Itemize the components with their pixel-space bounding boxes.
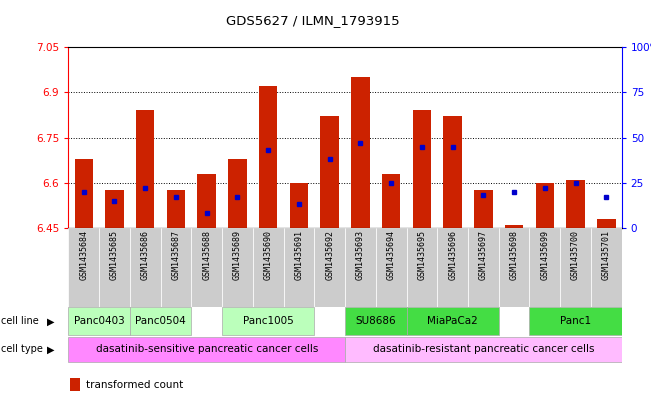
Bar — [591, 228, 622, 307]
Bar — [167, 190, 185, 228]
Text: ▶: ▶ — [47, 344, 55, 354]
Text: GSM1435689: GSM1435689 — [233, 230, 242, 280]
Bar — [314, 228, 345, 307]
Text: GSM1435697: GSM1435697 — [479, 230, 488, 280]
Bar — [320, 116, 339, 228]
Text: GSM1435685: GSM1435685 — [110, 230, 119, 280]
Text: GSM1435694: GSM1435694 — [387, 230, 396, 280]
Text: dasatinib-sensitive pancreatic cancer cells: dasatinib-sensitive pancreatic cancer ce… — [96, 344, 318, 354]
Bar — [197, 174, 216, 228]
Bar — [561, 228, 591, 307]
Bar — [505, 225, 523, 228]
Text: GSM1435696: GSM1435696 — [448, 230, 457, 280]
Bar — [499, 228, 529, 307]
Bar — [382, 174, 400, 228]
Bar — [68, 228, 99, 307]
Bar — [351, 77, 370, 228]
Text: GSM1435699: GSM1435699 — [540, 230, 549, 280]
Bar — [68, 307, 130, 336]
Bar — [413, 110, 431, 228]
Bar — [566, 180, 585, 228]
Bar — [290, 183, 308, 228]
Bar — [130, 228, 161, 307]
Bar — [345, 307, 406, 336]
Text: GSM1435698: GSM1435698 — [510, 230, 519, 280]
Bar — [468, 228, 499, 307]
Bar — [536, 183, 554, 228]
Text: Panc0403: Panc0403 — [74, 316, 124, 326]
Text: ▶: ▶ — [47, 316, 55, 326]
Text: Panc0504: Panc0504 — [135, 316, 186, 326]
Text: SU8686: SU8686 — [355, 316, 396, 326]
Bar — [70, 378, 79, 391]
Text: MiaPaCa2: MiaPaCa2 — [427, 316, 478, 326]
Bar — [105, 190, 124, 228]
Text: GSM1435700: GSM1435700 — [571, 230, 580, 280]
Text: GSM1435690: GSM1435690 — [264, 230, 273, 280]
Bar — [345, 336, 622, 362]
Bar — [222, 307, 314, 336]
Text: GSM1435687: GSM1435687 — [171, 230, 180, 280]
Text: GSM1435692: GSM1435692 — [325, 230, 334, 280]
Bar — [222, 228, 253, 307]
Bar — [406, 307, 499, 336]
Bar — [406, 228, 437, 307]
Bar — [191, 228, 222, 307]
Text: GSM1435688: GSM1435688 — [202, 230, 211, 280]
Text: GSM1435701: GSM1435701 — [602, 230, 611, 280]
Text: GSM1435693: GSM1435693 — [356, 230, 365, 280]
Bar — [474, 190, 493, 228]
Bar — [130, 307, 191, 336]
Text: GDS5627 / ILMN_1793915: GDS5627 / ILMN_1793915 — [226, 15, 399, 28]
Bar — [68, 336, 345, 362]
Text: GSM1435686: GSM1435686 — [141, 230, 150, 280]
Bar — [443, 116, 462, 228]
Text: Panc1005: Panc1005 — [243, 316, 294, 326]
Bar — [437, 228, 468, 307]
Bar — [99, 228, 130, 307]
Bar — [284, 228, 314, 307]
Bar — [529, 307, 622, 336]
Text: Panc1: Panc1 — [560, 316, 591, 326]
Bar — [161, 228, 191, 307]
Text: transformed count: transformed count — [86, 380, 184, 390]
Text: GSM1435691: GSM1435691 — [294, 230, 303, 280]
Bar — [136, 110, 154, 228]
Bar — [229, 159, 247, 228]
Text: GSM1435695: GSM1435695 — [417, 230, 426, 280]
Bar — [376, 228, 406, 307]
Text: GSM1435684: GSM1435684 — [79, 230, 89, 280]
Text: cell type: cell type — [1, 344, 43, 354]
Bar — [597, 219, 616, 228]
Bar — [253, 228, 284, 307]
Bar — [529, 228, 561, 307]
Text: cell line: cell line — [1, 316, 39, 326]
Bar — [259, 86, 277, 228]
Bar — [74, 159, 93, 228]
Bar — [345, 228, 376, 307]
Text: dasatinib-resistant pancreatic cancer cells: dasatinib-resistant pancreatic cancer ce… — [372, 344, 594, 354]
